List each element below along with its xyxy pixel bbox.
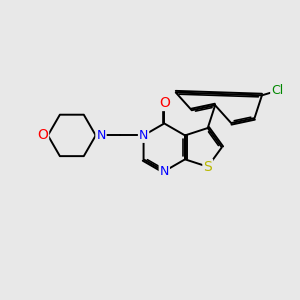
Text: N: N [160,165,169,178]
Text: O: O [37,128,48,142]
Text: O: O [159,96,170,110]
Text: Cl: Cl [271,84,283,97]
Text: N: N [139,129,148,142]
Text: N: N [96,129,106,142]
Text: S: S [203,160,212,174]
